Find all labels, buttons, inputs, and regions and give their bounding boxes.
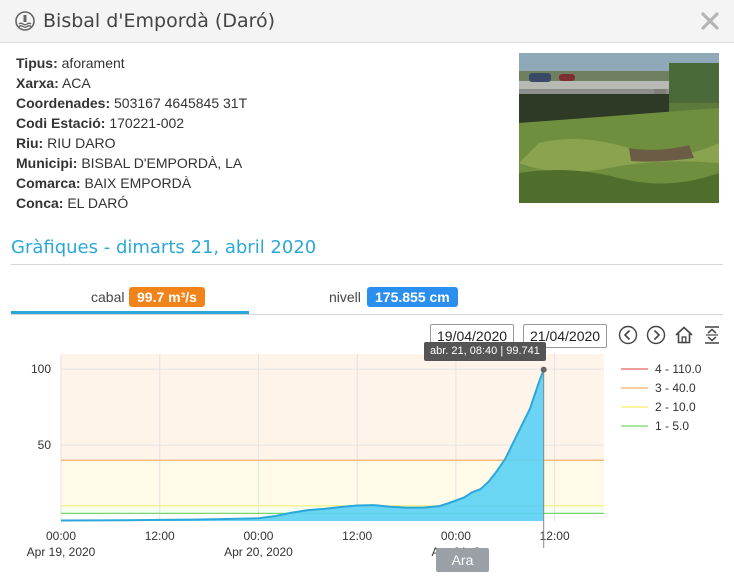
info-row: Riu: RIU DARO: [16, 133, 496, 153]
info-key: Coordenades:: [16, 95, 111, 111]
info-row: Xarxa: ACA: [16, 73, 496, 93]
info-key: Conca:: [16, 195, 64, 211]
x-tick-label: 00:00: [46, 529, 76, 543]
x-tick-label: 12:00: [540, 529, 570, 543]
legend-label: 3 - 40.0: [655, 381, 696, 395]
info-value: aforament: [61, 55, 125, 71]
tab-badge: 99.7 m³/s: [129, 287, 205, 307]
close-icon[interactable]: [698, 9, 722, 33]
y-tick-label: 50: [38, 438, 52, 452]
info-row: Municipi: BISBAL D'EMPORDÀ, LA: [16, 153, 496, 173]
x-axis-labels: 00:00 Apr 19, 2020 12:00 00:00 Apr 20, 2020 1…: [27, 529, 570, 559]
station-photo[interactable]: [519, 53, 719, 203]
info-key: Xarxa:: [16, 75, 59, 91]
x-tick-label: 12:00: [145, 529, 175, 543]
info-value: ACA: [61, 75, 91, 91]
info-row: Coordenades: 503167 4645845 31T: [16, 93, 496, 113]
x-tick-label: 00:00: [441, 529, 471, 543]
tooltip-marker: [540, 366, 547, 373]
legend-label: 2 - 10.0: [655, 400, 696, 414]
tab-active-indicator: [11, 311, 249, 314]
series-line: [60, 369, 545, 522]
x-tick-sublabel: Apr 19, 2020: [27, 545, 96, 559]
info-value: 170221-002: [109, 115, 185, 131]
section-divider: [11, 264, 723, 265]
window-title: Bisbal d'Empordà (Daró): [43, 10, 276, 32]
info-key: Tipus:: [16, 55, 58, 71]
expand-vertical-icon[interactable]: [702, 325, 722, 345]
info-value: RIU DARO: [47, 135, 116, 151]
x-tick-label: 12:00: [342, 529, 372, 543]
tab-label: nivell: [329, 289, 361, 305]
tab-badge: 175.855 cm: [367, 287, 458, 307]
info-value: BISBAL D'EMPORDÀ, LA: [81, 155, 243, 171]
legend-label: 1 - 5.0: [655, 419, 689, 433]
info-value: BAIX EMPORDÀ: [84, 175, 192, 191]
info-key: Codi Estació:: [16, 115, 106, 131]
info-row: Codi Estació: 170221-002: [16, 113, 496, 133]
series-points: [60, 369, 544, 521]
info-row: Tipus: aforament: [16, 53, 496, 73]
info-key: Comarca:: [16, 175, 81, 191]
x-tick-label: 00:00: [243, 529, 273, 543]
tab-nivell[interactable]: nivell 175.855 cm: [249, 287, 723, 314]
info-key: Riu:: [16, 135, 44, 151]
now-button[interactable]: Ara: [436, 548, 489, 572]
discharge-chart[interactable]: 50 100 00:00 Apr 19, 2020 12:00 00:00 Apr 20,…: [0, 336, 734, 586]
legend-label: 4 - 110.0: [655, 362, 702, 376]
threshold-legend: 4 - 110.0 3 - 40.0 2 - 10.0 1 - 5.0: [621, 362, 702, 433]
tabs-divider: [11, 314, 723, 315]
info-value: 503167 4645845 31T: [114, 95, 248, 111]
chevron-left-icon[interactable]: [618, 325, 638, 345]
chevron-right-icon[interactable]: [646, 325, 666, 345]
y-axis-labels: 50 100: [31, 362, 51, 452]
x-tick-sublabel: Apr 20, 2020: [224, 545, 293, 559]
chart-tooltip: abr. 21, 08:40 | 99.741: [424, 342, 546, 361]
series-area: [61, 369, 544, 521]
station-icon: [15, 11, 35, 31]
tab-label: cabal: [91, 289, 125, 305]
info-key: Municipi:: [16, 155, 78, 171]
y-tick-label: 100: [31, 362, 51, 376]
section-title: Gràfiques - dimarts 21, abril 2020: [11, 237, 317, 258]
tab-cabal[interactable]: cabal 99.7 m³/s: [11, 287, 249, 314]
station-info: Tipus: aforament Xarxa: ACA Coordenades:…: [16, 53, 496, 213]
info-value: EL DARÓ: [67, 195, 129, 211]
home-icon[interactable]: [674, 325, 694, 345]
window-titlebar: Bisbal d'Empordà (Daró): [0, 0, 734, 43]
info-row: Conca: EL DARÓ: [16, 193, 496, 213]
info-row: Comarca: BAIX EMPORDÀ: [16, 173, 496, 193]
